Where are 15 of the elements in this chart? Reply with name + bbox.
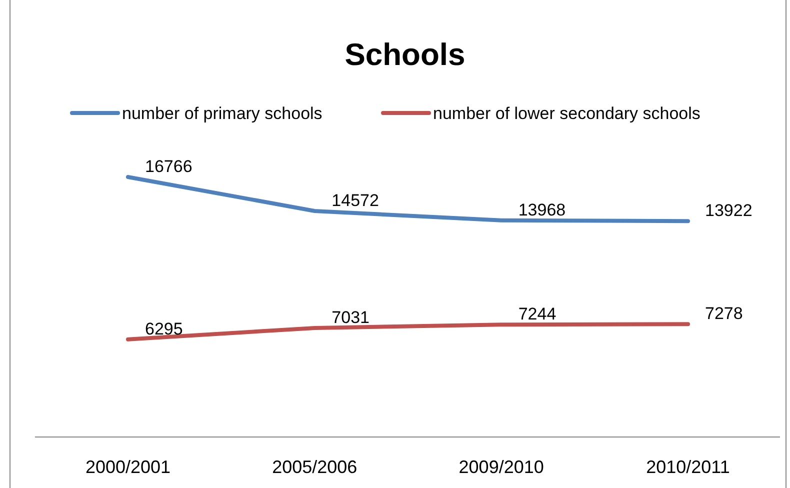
data-label: 7031 (332, 308, 370, 327)
legend-label: number of lower secondary schools (433, 104, 700, 123)
data-label: 16766 (145, 157, 192, 176)
legend-label: number of primary schools (122, 104, 322, 123)
chart-title: Schools (344, 37, 466, 72)
x-tick-label: 2005/2006 (272, 457, 358, 477)
data-label: 14572 (332, 191, 379, 210)
data-label: 13968 (518, 200, 566, 220)
data-label: 13922 (705, 201, 752, 220)
data-label: 7244 (518, 304, 556, 324)
data-label: 7278 (705, 304, 743, 324)
x-tick-label: 2009/2010 (458, 457, 544, 477)
x-tick-label: 2000/2001 (85, 457, 171, 477)
x-tick-label: 2010/2011 (646, 457, 730, 477)
data-label: 6295 (145, 319, 183, 338)
